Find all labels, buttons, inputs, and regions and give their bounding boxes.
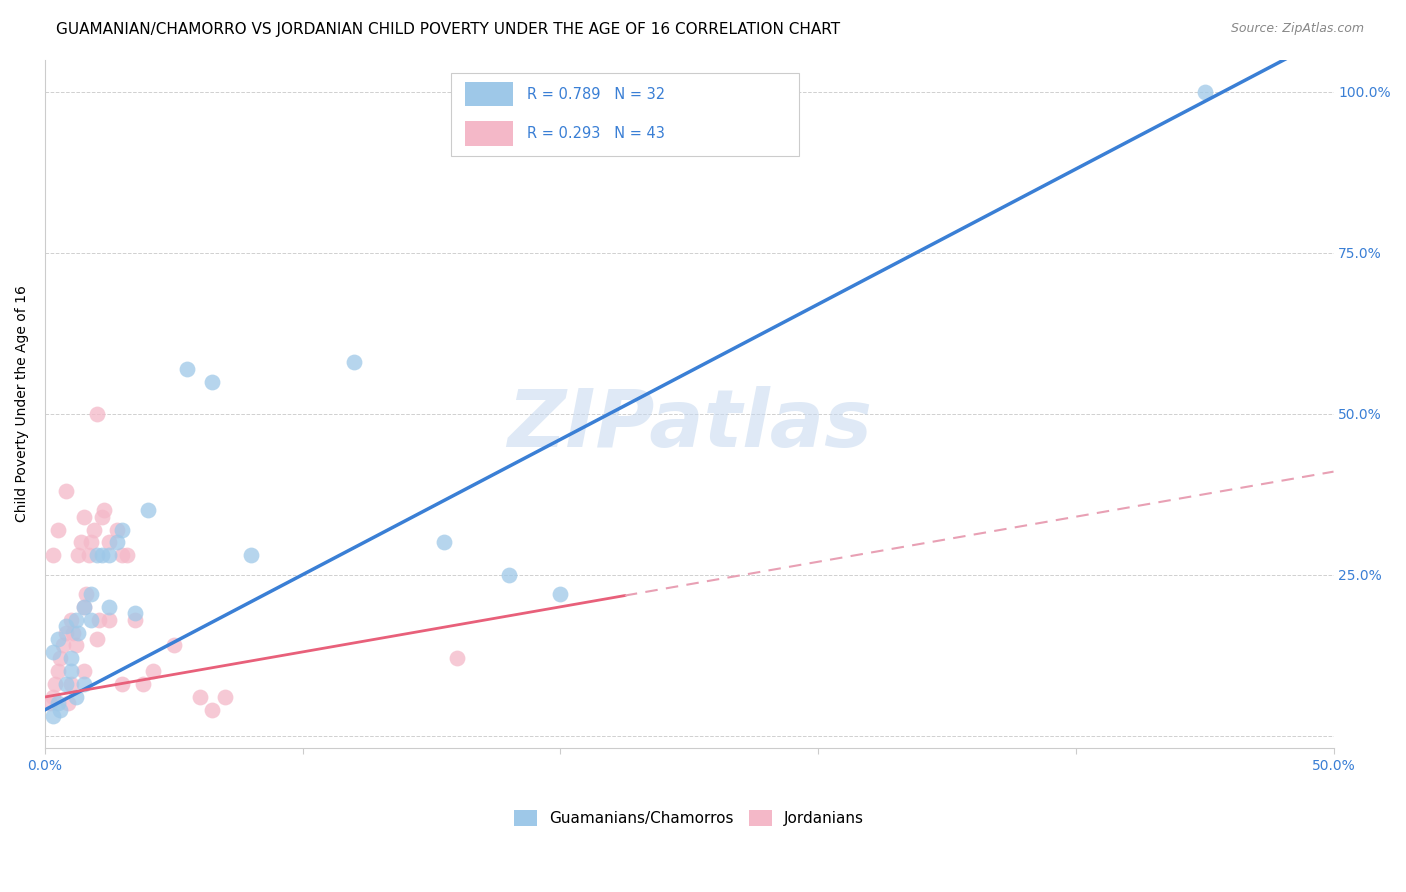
Point bbox=[188, 690, 211, 704]
Point bbox=[98, 535, 121, 549]
Point bbox=[72, 664, 94, 678]
Point bbox=[132, 677, 155, 691]
Point bbox=[83, 523, 105, 537]
Point bbox=[39, 697, 62, 711]
Text: ZIPatlas: ZIPatlas bbox=[506, 385, 872, 464]
Point bbox=[59, 677, 82, 691]
Point bbox=[214, 690, 236, 704]
Point bbox=[201, 375, 224, 389]
Point bbox=[59, 651, 82, 665]
Point bbox=[136, 503, 159, 517]
Point bbox=[176, 361, 198, 376]
Point bbox=[142, 664, 165, 678]
Point bbox=[550, 587, 572, 601]
Point bbox=[49, 651, 72, 665]
Point bbox=[44, 677, 66, 691]
Point bbox=[86, 549, 108, 563]
Point bbox=[46, 632, 69, 646]
Point bbox=[446, 651, 468, 665]
Point bbox=[41, 549, 63, 563]
Text: Source: ZipAtlas.com: Source: ZipAtlas.com bbox=[1230, 22, 1364, 36]
Point bbox=[117, 549, 139, 563]
Point bbox=[90, 509, 112, 524]
Point bbox=[67, 625, 90, 640]
Point bbox=[56, 697, 79, 711]
Point bbox=[105, 523, 128, 537]
Point bbox=[62, 625, 84, 640]
Point bbox=[433, 535, 456, 549]
Point bbox=[41, 690, 63, 704]
Point bbox=[124, 613, 146, 627]
Point bbox=[105, 535, 128, 549]
Point bbox=[86, 632, 108, 646]
Point bbox=[98, 549, 121, 563]
Text: GUAMANIAN/CHAMORRO VS JORDANIAN CHILD POVERTY UNDER THE AGE OF 16 CORRELATION CH: GUAMANIAN/CHAMORRO VS JORDANIAN CHILD PO… bbox=[56, 22, 841, 37]
Point bbox=[201, 703, 224, 717]
Point bbox=[72, 599, 94, 614]
Point bbox=[1194, 85, 1216, 99]
Point bbox=[93, 503, 115, 517]
Point bbox=[67, 549, 90, 563]
Point bbox=[55, 625, 77, 640]
Point bbox=[111, 677, 134, 691]
Point bbox=[46, 664, 69, 678]
Point bbox=[59, 613, 82, 627]
Point bbox=[80, 535, 103, 549]
Point bbox=[77, 549, 100, 563]
Point bbox=[55, 619, 77, 633]
Point bbox=[111, 523, 134, 537]
Y-axis label: Child Poverty Under the Age of 16: Child Poverty Under the Age of 16 bbox=[15, 285, 30, 523]
Point bbox=[59, 664, 82, 678]
Legend: Guamanians/Chamorros, Jordanians: Guamanians/Chamorros, Jordanians bbox=[508, 805, 870, 832]
Point bbox=[65, 639, 87, 653]
Point bbox=[498, 567, 520, 582]
Point bbox=[240, 549, 263, 563]
Point bbox=[124, 607, 146, 621]
Point bbox=[75, 587, 97, 601]
Point bbox=[70, 535, 93, 549]
Point bbox=[87, 613, 110, 627]
Point bbox=[80, 587, 103, 601]
Point bbox=[55, 677, 77, 691]
Point bbox=[46, 697, 69, 711]
Point bbox=[98, 613, 121, 627]
Point bbox=[55, 483, 77, 498]
Point bbox=[72, 677, 94, 691]
Point bbox=[343, 355, 366, 369]
Point bbox=[65, 690, 87, 704]
Point bbox=[86, 407, 108, 421]
Point bbox=[80, 613, 103, 627]
Point bbox=[72, 509, 94, 524]
Point bbox=[163, 639, 186, 653]
Point bbox=[41, 709, 63, 723]
Point bbox=[72, 599, 94, 614]
Point bbox=[98, 599, 121, 614]
Point bbox=[41, 645, 63, 659]
Point bbox=[90, 549, 112, 563]
Point bbox=[46, 523, 69, 537]
Point bbox=[49, 703, 72, 717]
Point bbox=[65, 613, 87, 627]
Point bbox=[52, 639, 75, 653]
Point bbox=[111, 549, 134, 563]
